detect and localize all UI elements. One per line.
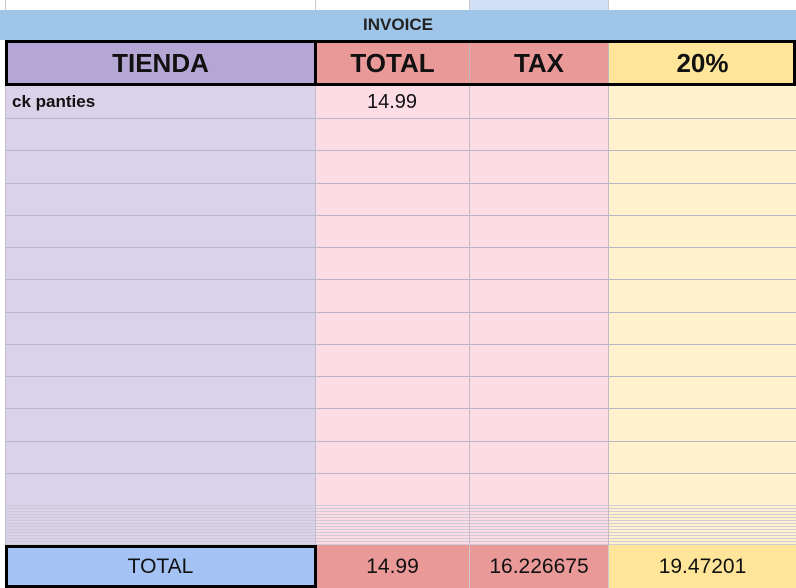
item-name[interactable]: ck panties bbox=[12, 92, 96, 112]
grid-line bbox=[5, 544, 796, 545]
grid-line bbox=[608, 0, 609, 10]
footer-cell[interactable]: 14.99 bbox=[315, 545, 469, 588]
grid-line bbox=[5, 343, 796, 345]
grid-line bbox=[5, 514, 796, 515]
header-cell[interactable]: 20% bbox=[608, 40, 796, 86]
grid-line bbox=[5, 376, 796, 378]
grid-line bbox=[5, 538, 796, 539]
grid-line bbox=[5, 541, 796, 542]
grid-line bbox=[5, 508, 796, 509]
header-cell[interactable]: TAX bbox=[469, 40, 608, 86]
grid-line bbox=[5, 517, 796, 518]
grid-line bbox=[5, 311, 796, 313]
grid-line bbox=[5, 279, 796, 281]
grid-line bbox=[5, 408, 796, 410]
grid-line bbox=[5, 529, 796, 530]
grid-line bbox=[5, 440, 796, 442]
grid-line bbox=[5, 214, 796, 216]
footer-cell[interactable]: 19.47201 bbox=[608, 545, 796, 588]
grid-line bbox=[315, 86, 316, 545]
grid-line bbox=[469, 0, 470, 10]
header-cell[interactable]: TIENDA bbox=[5, 40, 315, 86]
grid-line bbox=[5, 535, 796, 536]
footer-border bbox=[5, 545, 317, 588]
grid-line bbox=[5, 86, 6, 545]
grid-line bbox=[5, 526, 796, 527]
grid-line bbox=[5, 520, 796, 521]
grid-line bbox=[608, 86, 609, 545]
grid-line bbox=[5, 0, 6, 10]
column-fill bbox=[608, 86, 796, 545]
footer-cell[interactable]: TOTAL bbox=[5, 545, 315, 588]
item-total[interactable]: 14.99 bbox=[366, 90, 418, 113]
grid-line bbox=[315, 0, 316, 10]
grid-line bbox=[5, 472, 796, 474]
top-cell bbox=[469, 0, 608, 10]
grid-line bbox=[5, 511, 796, 512]
column-fill bbox=[469, 86, 608, 545]
grid-line bbox=[469, 86, 470, 545]
grid-line bbox=[5, 532, 796, 533]
grid-line bbox=[5, 523, 796, 524]
grid-line bbox=[5, 182, 796, 184]
header-border bbox=[5, 40, 317, 86]
footer-cell[interactable]: 16.226675 bbox=[469, 545, 608, 588]
grid-line bbox=[5, 150, 796, 152]
header-cell[interactable]: TOTAL bbox=[315, 40, 469, 86]
grid-line bbox=[5, 247, 796, 249]
grid-line bbox=[5, 118, 796, 120]
title-bar: INVOICE bbox=[0, 10, 796, 40]
grid-line bbox=[5, 505, 796, 506]
column-fill bbox=[315, 86, 469, 545]
column-fill bbox=[5, 86, 315, 545]
